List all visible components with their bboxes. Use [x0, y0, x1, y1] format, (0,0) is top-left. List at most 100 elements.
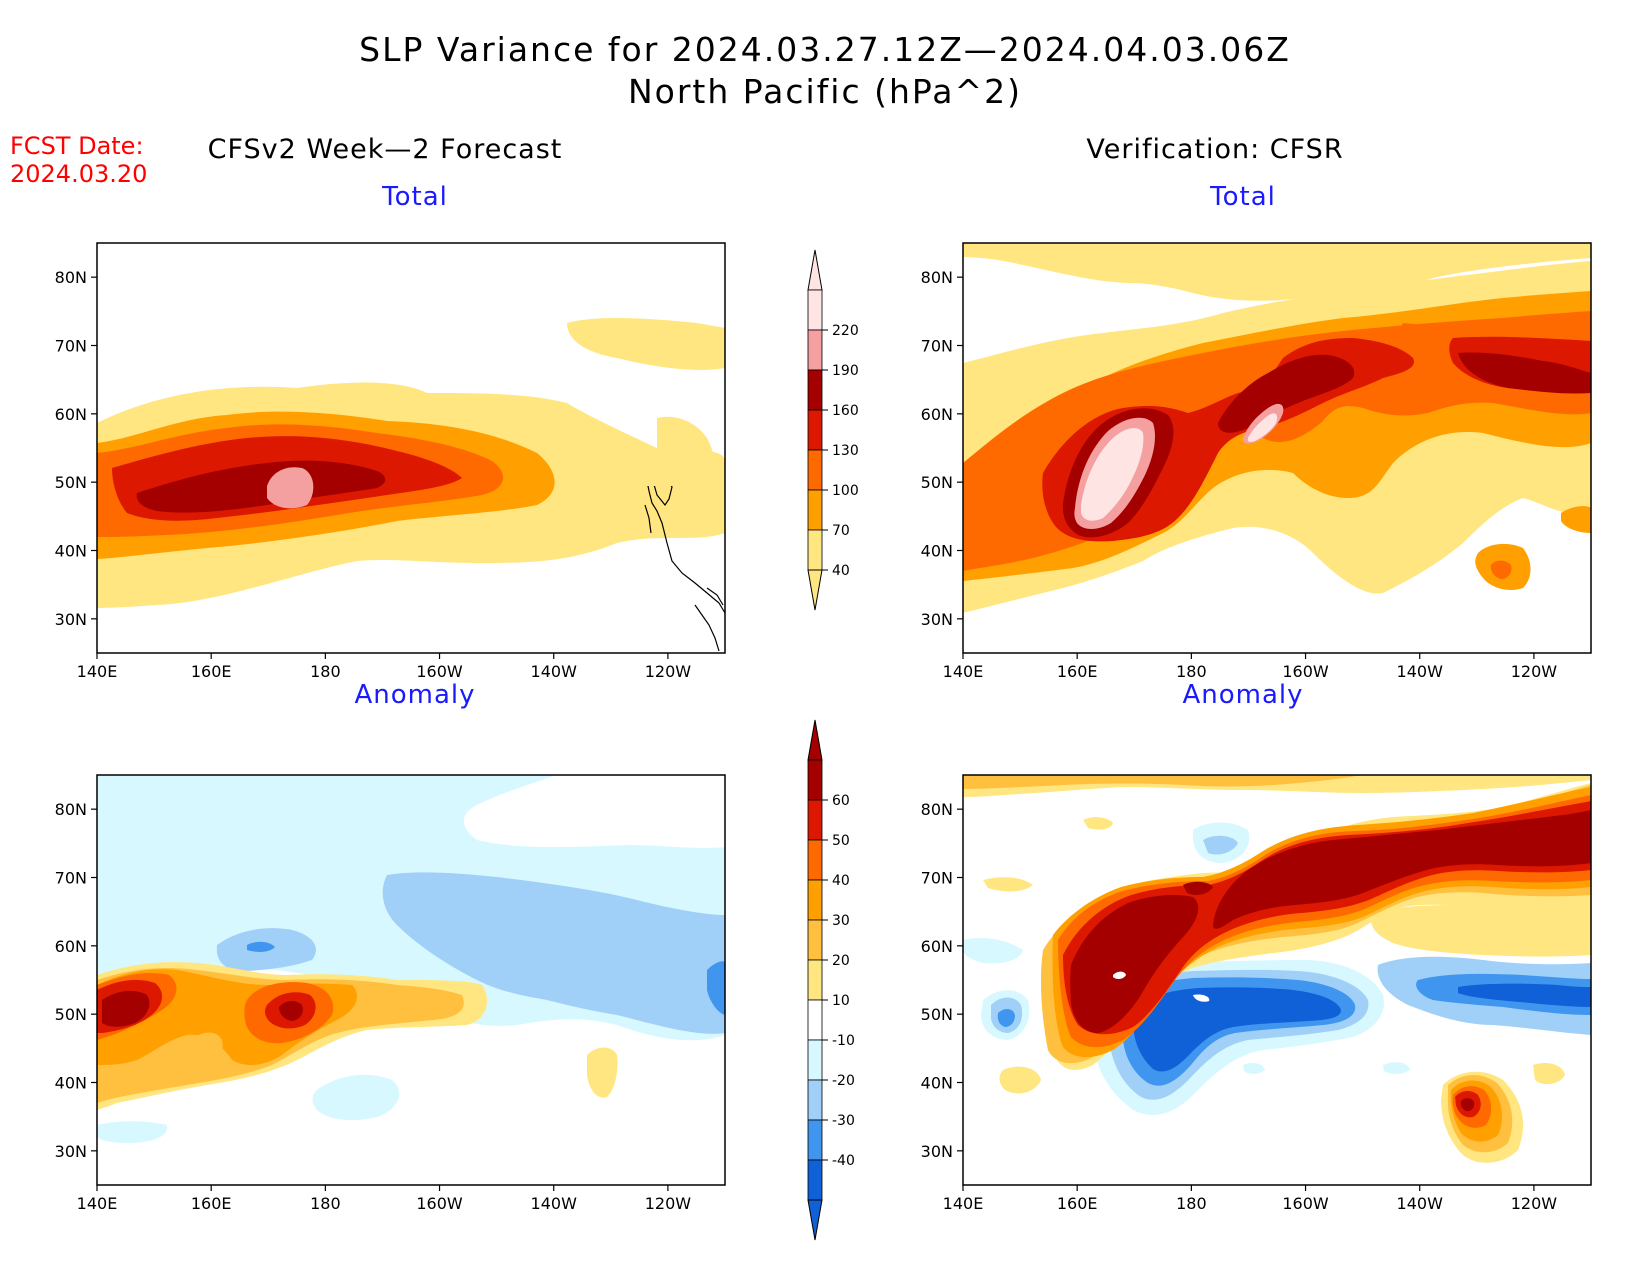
lon-tick-label: 160E	[1057, 662, 1098, 681]
colorbar-label: 50	[832, 833, 850, 849]
lat-tick-label: 30N	[55, 1142, 87, 1161]
lat-tick-label: 80N	[921, 268, 953, 287]
colorbar-swatch	[807, 1039, 823, 1081]
lon-tick-label: 160E	[1057, 1194, 1098, 1213]
colorbar-top-arrow	[807, 719, 823, 761]
lat-tick-label: 60N	[921, 937, 953, 956]
lat-tick-label: 70N	[921, 869, 953, 888]
verification-anomaly-axes: 80N 70N 60N 50N 40N 30N 140E 160E 180 160W 140W 120…	[921, 800, 1558, 1213]
colorbar-label: 60	[832, 793, 850, 809]
lon-tick-label: 160E	[191, 662, 232, 681]
colorbar-swatch	[807, 1119, 823, 1161]
colorbar-label: 40	[832, 563, 850, 579]
lat-tick-label: 50N	[55, 1005, 87, 1024]
lat-tick-label: 60N	[55, 937, 87, 956]
colorbar-swatch	[807, 289, 823, 331]
lon-tick-label: 180	[1176, 662, 1207, 681]
lon-tick-label: 180	[310, 662, 341, 681]
colorbar-label: -40	[832, 1153, 855, 1169]
total-colorbar: 220 190 160 130 100 70 40	[807, 249, 859, 611]
lon-tick-label: 160W	[1282, 1194, 1329, 1213]
forecast-column-heading: CFSv2 Week—2 Forecast	[207, 134, 563, 165]
lon-tick-label: 140E	[943, 1194, 984, 1213]
lat-tick-label: 80N	[55, 800, 87, 819]
anomaly-colorbar: 60 50 40 30 20 10 -10 -20 -30 -40	[807, 719, 855, 1241]
forecast-total-map	[96, 242, 726, 654]
lat-tick-label: 50N	[921, 473, 953, 492]
colorbar-label: 220	[832, 323, 859, 339]
lon-tick-label: 180	[1176, 1194, 1207, 1213]
verification-anomaly-map	[962, 774, 1592, 1186]
forecast-total-title: Total	[382, 182, 448, 212]
colorbar-label: -30	[832, 1113, 855, 1129]
lat-tick-label: 40N	[55, 542, 87, 561]
lon-tick-label: 160W	[416, 662, 463, 681]
lat-tick-label: 40N	[921, 1074, 953, 1093]
lon-tick-label: 180	[310, 1194, 341, 1213]
colorbar-label: 190	[832, 363, 859, 379]
colorbar-swatch	[807, 449, 823, 491]
lon-tick-label: 120W	[1511, 1194, 1558, 1213]
verification-total-axes: 80N 70N 60N 50N 40N 30N 140E 160E 180 160W 140W 120…	[921, 268, 1558, 681]
lon-tick-label: 160W	[1282, 662, 1329, 681]
colorbar-label: 20	[832, 953, 850, 969]
lat-tick-label: 70N	[921, 337, 953, 356]
lat-tick-label: 60N	[55, 405, 87, 424]
colorbar-swatch	[807, 369, 823, 411]
lon-tick-label: 120W	[645, 1194, 692, 1213]
verification-column-heading: Verification: CFSR	[1086, 134, 1344, 165]
colorbars-layer: 220 190 160 130 100 70 40 60 50 40 30 20 10 -10 -20 -30…	[807, 249, 859, 1241]
lon-tick-label: 140W	[1397, 1194, 1444, 1213]
lat-tick-label: 80N	[55, 268, 87, 287]
colorbar-swatch	[807, 1079, 823, 1121]
main-title: SLP Variance for 2024.03.27.12Z—2024.04.…	[359, 30, 1291, 69]
lat-tick-label: 30N	[55, 610, 87, 629]
forecast-total-axes: 80N 70N 60N 50N 40N 30N 140E 160E 180 160W 140W 120…	[55, 268, 692, 681]
fcst-date-value: 2024.03.20	[10, 160, 148, 188]
verification-total-map	[962, 242, 1592, 654]
lat-tick-label: 40N	[55, 1074, 87, 1093]
lat-tick-label: 60N	[921, 405, 953, 424]
axes-layer: 80N 70N 60N 50N 40N 30N 140E 160E 180 160W 140W 120…	[55, 268, 1558, 1213]
fcst-date-label: FCST Date:	[10, 132, 144, 160]
colorbar-swatch	[807, 919, 823, 961]
forecast-anomaly-title: Anomaly	[354, 680, 476, 710]
colorbar-label: 10	[832, 993, 850, 1009]
colorbar-swatch	[807, 839, 823, 881]
lon-tick-label: 140E	[77, 662, 118, 681]
lon-tick-label: 140W	[1397, 662, 1444, 681]
colorbar-label: 160	[832, 403, 859, 419]
colorbar-bottom-arrow	[807, 569, 823, 611]
lat-tick-label: 70N	[55, 337, 87, 356]
colorbar-swatch	[807, 799, 823, 841]
lon-tick-label: 160W	[416, 1194, 463, 1213]
colorbar-label: 100	[832, 483, 859, 499]
verification-anomaly-title: Anomaly	[1182, 680, 1304, 710]
lat-tick-label: 50N	[921, 1005, 953, 1024]
colorbar-swatch	[807, 759, 823, 801]
forecast-anomaly-map	[96, 774, 726, 1186]
colorbar-label: -10	[832, 1033, 855, 1049]
colorbar-label: 40	[832, 873, 850, 889]
lat-tick-label: 80N	[921, 800, 953, 819]
colorbar-label: 70	[832, 523, 850, 539]
lat-tick-label: 50N	[55, 473, 87, 492]
colorbar-swatch	[807, 409, 823, 451]
lon-tick-label: 140W	[531, 662, 578, 681]
lat-tick-label: 40N	[921, 542, 953, 561]
colorbar-swatch	[807, 329, 823, 371]
lon-tick-label: 160E	[191, 1194, 232, 1213]
colorbar-swatch	[807, 959, 823, 1001]
lon-tick-label: 140W	[531, 1194, 578, 1213]
colorbar-label: -20	[832, 1073, 855, 1089]
lon-tick-label: 140E	[77, 1194, 118, 1213]
colorbar-swatch	[807, 489, 823, 531]
colorbar-top-arrow	[807, 249, 823, 291]
lat-tick-label: 30N	[921, 610, 953, 629]
verification-total-title: Total	[1210, 182, 1276, 212]
colorbar-bottom-arrow	[807, 1199, 823, 1241]
subtitle: North Pacific (hPa^2)	[627, 72, 1023, 111]
colorbar-swatch	[807, 529, 823, 571]
lon-tick-label: 120W	[645, 662, 692, 681]
colorbar-label: 30	[832, 913, 850, 929]
